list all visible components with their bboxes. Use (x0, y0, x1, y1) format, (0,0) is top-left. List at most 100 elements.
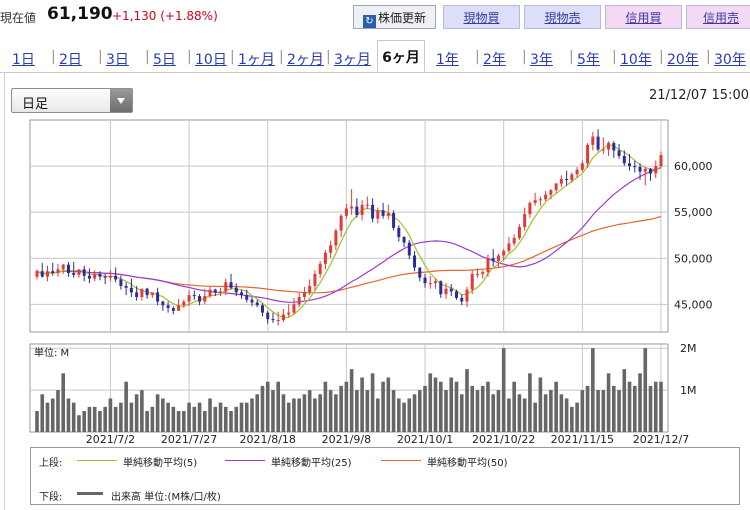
tab-10[interactable]: 2年 (483, 52, 506, 68)
candle-body (523, 214, 527, 227)
volume-bar (459, 394, 464, 432)
interval-select[interactable]: 日足 (11, 88, 133, 113)
volume-bar (302, 394, 307, 432)
x-tick-label: 2021/9/8 (322, 433, 371, 446)
volume-bar (486, 381, 490, 432)
candle-body (586, 144, 590, 164)
volume-bar (239, 402, 244, 432)
tab-15[interactable]: 30年 (714, 52, 746, 68)
legend-ma5-swatch (77, 460, 117, 461)
candle-body (591, 136, 595, 145)
candle-body (449, 288, 453, 292)
volume-bar (182, 411, 186, 432)
tab-separator: | (51, 49, 56, 65)
candle-body (208, 289, 212, 297)
volume-tick-label: 2M (680, 342, 697, 355)
volume-bar (407, 398, 412, 432)
current-price-value: 61,190 (47, 4, 113, 24)
volume-bar (365, 390, 370, 432)
volume-bar (87, 406, 92, 432)
volume-bar (627, 381, 632, 432)
volume-bar (71, 402, 76, 432)
volume-bar (124, 381, 128, 432)
volume-bar (229, 411, 233, 432)
update-price-button[interactable]: ↻ 株価更新 (353, 5, 436, 29)
volume-bar (260, 385, 265, 432)
tab-5[interactable]: 1ヶ月 (238, 52, 275, 68)
volume-bar (103, 406, 107, 432)
volume-bar (218, 402, 223, 432)
volume-bar (470, 385, 475, 432)
volume-bar (187, 402, 191, 432)
tab-0[interactable]: 1日 (12, 52, 35, 68)
volume-bar (145, 411, 149, 432)
volume-bar (313, 398, 317, 432)
volume-bar (465, 369, 469, 432)
candle-body (355, 206, 359, 215)
x-tick-label: 2021/10/22 (472, 433, 535, 446)
volume-bar (119, 402, 123, 432)
volume-bar (564, 398, 569, 432)
margin-buy-button[interactable]: 信用買 (605, 5, 682, 29)
volume-bar (454, 381, 459, 432)
tab-8[interactable]: 6ヶ月 (377, 40, 425, 72)
candle-body (654, 166, 658, 174)
candle-body (580, 163, 584, 170)
tab-7[interactable]: 3ヶ月 (334, 52, 371, 68)
candle-body (397, 227, 401, 238)
chevron-down-icon[interactable] (110, 89, 132, 112)
tab-2[interactable]: 3日 (106, 52, 129, 68)
candle-body (413, 255, 417, 268)
candle-body (444, 288, 448, 295)
legend-ma50-swatch (381, 460, 421, 461)
candle-body (224, 282, 228, 292)
tab-separator: | (145, 49, 150, 65)
candle-body (119, 279, 123, 286)
candle-body (313, 273, 317, 286)
x-tick-label: 2021/7/2 (86, 433, 135, 446)
volume-bar (134, 394, 139, 432)
volume-bar (292, 398, 296, 432)
volume-bar (77, 415, 81, 432)
candle-body (145, 288, 149, 296)
margin-sell-button[interactable]: 信用売 (686, 5, 750, 29)
volume-bar (538, 377, 543, 432)
tab-3[interactable]: 5日 (153, 52, 176, 68)
tab-4[interactable]: 10日 (195, 52, 227, 68)
tab-13[interactable]: 10年 (620, 52, 652, 68)
tab-separator: | (98, 49, 103, 65)
candle-body (481, 272, 485, 274)
volume-bar (570, 406, 574, 432)
tab-9[interactable]: 1年 (436, 52, 459, 68)
tab-1[interactable]: 2日 (59, 52, 82, 68)
tab-6[interactable]: 2ヶ月 (287, 52, 324, 68)
volume-bar (297, 398, 301, 432)
candle-body (407, 242, 411, 256)
candle-body (93, 273, 97, 279)
current-price-label: 現在値 (0, 11, 37, 25)
volume-bar (397, 398, 401, 432)
cash-buy-button[interactable]: 現物買 (443, 5, 520, 29)
volume-bar (150, 406, 155, 432)
legend-ma50: 単純移動平均(50) (427, 458, 508, 469)
volume-bar (643, 348, 648, 432)
volume-bar (496, 390, 501, 432)
volume-bar (412, 394, 417, 432)
tab-12[interactable]: 5年 (577, 52, 600, 68)
candle-body (570, 174, 574, 180)
tab-11[interactable]: 3年 (530, 52, 553, 68)
candle-body (596, 136, 600, 150)
tab-14[interactable]: 20年 (667, 52, 699, 68)
price-tick-label: 50,000 (674, 252, 713, 265)
volume-bar (612, 385, 616, 432)
candle-body (192, 295, 196, 297)
volume-bar (606, 373, 611, 432)
cash-sell-button[interactable]: 現物売 (524, 5, 601, 29)
candle-body (601, 149, 605, 151)
refresh-icon: ↻ (362, 15, 376, 28)
candle-body (638, 167, 642, 172)
candle-body (517, 226, 521, 238)
volume-bar (438, 381, 443, 432)
volume-bar (140, 390, 144, 432)
volume-bar (475, 390, 480, 432)
